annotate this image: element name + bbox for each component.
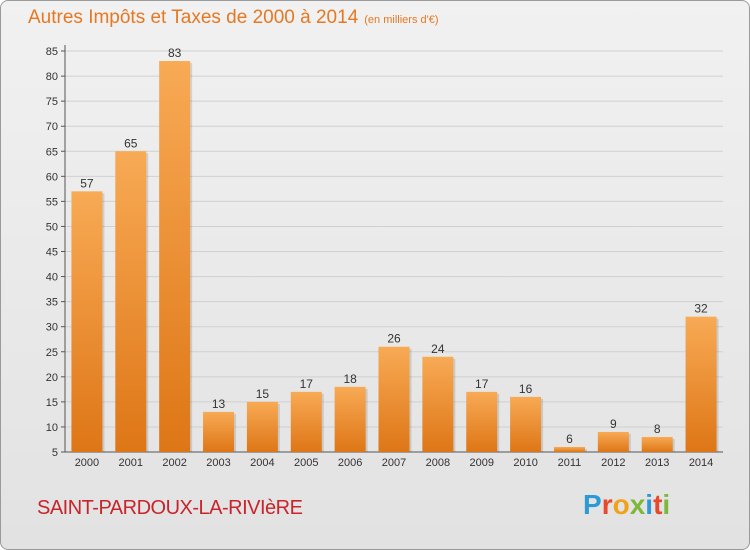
value-label: 65 (124, 136, 138, 150)
value-label: 17 (475, 377, 489, 391)
y-tick-label: 60 (46, 171, 58, 183)
value-label: 24 (431, 342, 445, 356)
y-tick-label: 70 (46, 121, 58, 133)
label-layer: 5 10 15 20 25 30 35 40 45 50 55 60 65 70 75 80 85 57 2000 6… (46, 46, 714, 469)
y-tick-label: 15 (46, 397, 58, 409)
y-tick-label: 55 (46, 196, 58, 208)
bar-2012[interactable] (597, 431, 629, 452)
bar-2010[interactable] (510, 396, 542, 452)
y-tick-label: 85 (46, 46, 58, 58)
x-tick-label: 2009 (469, 457, 493, 469)
bar-2014[interactable] (685, 316, 717, 452)
value-label: 83 (168, 46, 182, 60)
y-tick-label: 10 (46, 422, 58, 434)
y-tick-label: 20 (46, 372, 58, 384)
commune-name: SAINT-PARDOUX-LA-RIVIèRE (37, 497, 303, 519)
bar-2006[interactable] (334, 386, 366, 452)
value-label: 9 (610, 417, 617, 431)
bar-2001[interactable] (115, 151, 147, 452)
x-tick-label: 2006 (338, 457, 362, 469)
y-tick-label: 45 (46, 247, 58, 259)
x-tick-label: 2005 (294, 457, 318, 469)
bar-2000[interactable] (71, 191, 103, 452)
x-tick-label: 2013 (645, 457, 669, 469)
bar-2002[interactable] (159, 61, 191, 453)
x-tick-label: 2002 (162, 457, 186, 469)
value-label: 15 (256, 387, 270, 401)
title-block: Autres Impôts et Taxes de 2000 à 2014 (en… (28, 7, 439, 29)
bar-2013[interactable] (641, 436, 673, 452)
value-label: 32 (694, 302, 708, 316)
bar-2007[interactable] (378, 346, 410, 452)
x-tick-label: 2010 (513, 457, 537, 469)
bar-2011[interactable] (553, 446, 585, 452)
y-tick-label: 80 (46, 71, 58, 83)
x-tick-label: 2004 (250, 457, 274, 469)
y-tick-label: 30 (46, 322, 58, 334)
y-tick-label: 5 (52, 447, 58, 459)
x-tick-label: 2007 (382, 457, 406, 469)
value-label: 6 (566, 432, 573, 446)
x-tick-label: 2000 (75, 457, 99, 469)
y-tick-label: 25 (46, 347, 58, 359)
chart-unit-note: (en milliers d'€) (364, 14, 439, 26)
y-tick-label: 40 (46, 272, 58, 284)
bar-2003[interactable] (203, 411, 235, 452)
value-label: 26 (387, 332, 401, 346)
chart-title: Autres Impôts et Taxes de 2000 à 2014 (28, 7, 359, 28)
x-tick-label: 2012 (601, 457, 625, 469)
value-label: 13 (212, 397, 226, 411)
proxiti-logo[interactable]: Proxiti (583, 489, 671, 520)
bar-layer (71, 61, 719, 453)
value-label: 57 (80, 176, 94, 190)
x-tick-label: 2003 (206, 457, 230, 469)
y-tick-label: 75 (46, 96, 58, 108)
y-tick-label: 35 (46, 297, 58, 309)
x-tick-label: 2014 (689, 457, 713, 469)
value-label: 18 (343, 372, 357, 386)
bar-2008[interactable] (422, 356, 454, 452)
value-label: 8 (654, 422, 661, 436)
value-label: 16 (519, 382, 533, 396)
y-tick-label: 65 (46, 146, 58, 158)
x-tick-label: 2011 (558, 457, 582, 469)
x-tick-label: 2001 (119, 457, 143, 469)
x-tick-label: 2008 (426, 457, 450, 469)
value-label: 17 (300, 377, 314, 391)
bar-2004[interactable] (246, 401, 278, 452)
y-tick-label: 50 (46, 221, 58, 233)
bar-2005[interactable] (290, 391, 322, 452)
bar-2009[interactable] (466, 391, 498, 452)
